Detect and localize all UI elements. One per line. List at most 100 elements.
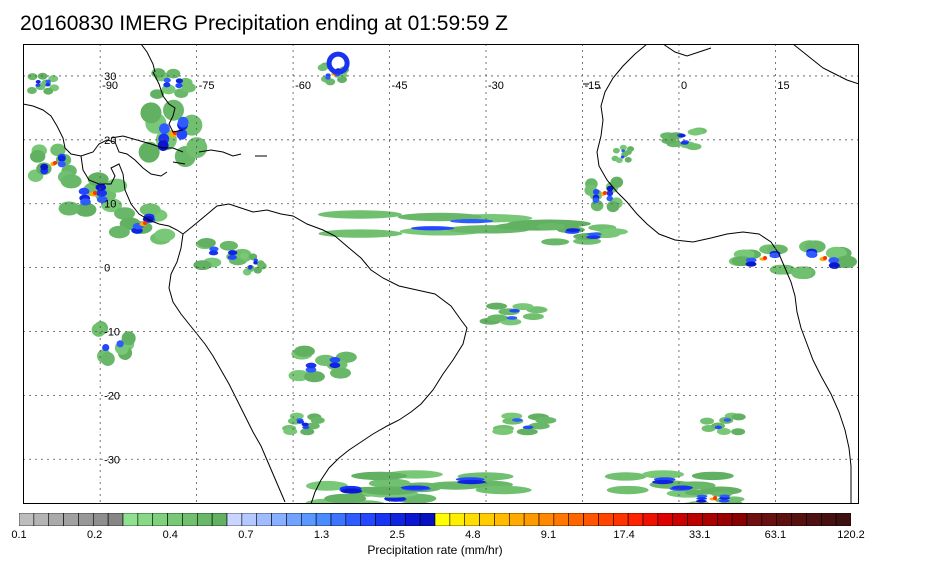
colorbar bbox=[19, 513, 851, 526]
precip-cell bbox=[763, 256, 767, 260]
colorbar-swatch bbox=[167, 513, 183, 526]
colorbar-swatch bbox=[19, 513, 35, 526]
precip-cell bbox=[590, 199, 604, 212]
precip-cell bbox=[329, 362, 341, 369]
lat-tick-label: -30 bbox=[104, 454, 120, 466]
precip-cell bbox=[303, 371, 325, 383]
precip-cell bbox=[700, 417, 715, 425]
precip-cell bbox=[53, 161, 57, 165]
colorbar-swatch bbox=[657, 513, 674, 526]
precip-cell bbox=[512, 303, 534, 311]
precip-cell bbox=[159, 123, 170, 135]
precip-cell bbox=[400, 485, 430, 490]
precip-cell bbox=[305, 366, 317, 373]
colorbar-swatch bbox=[196, 513, 213, 526]
precip-cell bbox=[175, 83, 183, 89]
precip-cell bbox=[305, 362, 317, 369]
precip-cell bbox=[197, 237, 216, 248]
colorbar-swatch bbox=[553, 513, 570, 526]
precip-cell bbox=[96, 189, 108, 197]
precip-cell bbox=[586, 235, 601, 240]
precip-cell bbox=[143, 221, 147, 225]
precip-cell bbox=[91, 322, 106, 337]
precip-cell bbox=[713, 496, 717, 500]
precip-cell bbox=[620, 155, 625, 159]
precip-cell bbox=[671, 485, 693, 490]
precip-cell bbox=[181, 82, 196, 93]
colorbar-swatch bbox=[315, 513, 332, 526]
colorbar-label: 9.1 bbox=[540, 529, 557, 541]
precip-cell bbox=[80, 198, 91, 206]
precip-cell bbox=[318, 229, 403, 238]
precip-cell bbox=[829, 262, 840, 269]
precip-cell bbox=[27, 87, 37, 95]
precip-cell bbox=[410, 226, 455, 231]
precip-cell bbox=[239, 252, 249, 260]
precip-cell bbox=[696, 497, 708, 501]
precip-cell bbox=[565, 228, 581, 232]
lon-tick-label: 0 bbox=[681, 80, 687, 92]
precip-cell bbox=[140, 102, 162, 124]
precip-cell bbox=[60, 174, 82, 189]
precip-cell bbox=[293, 345, 315, 357]
colorbar-swatch bbox=[746, 513, 763, 526]
colorbar-swatch bbox=[92, 513, 109, 526]
lon-tick-label: -30 bbox=[488, 80, 504, 92]
precip-cell bbox=[330, 367, 352, 379]
precip-cell bbox=[677, 133, 686, 138]
colorbar-swatch bbox=[568, 513, 584, 526]
colorbar-swatch bbox=[241, 513, 258, 526]
lon-tick-label: -45 bbox=[392, 80, 408, 92]
colorbar-swatch bbox=[152, 513, 168, 526]
precip-cell bbox=[397, 212, 482, 222]
precip-cell bbox=[450, 218, 494, 224]
precip-cell bbox=[642, 470, 685, 479]
colorbar-title: Precipitation rate (mm/hr) bbox=[367, 543, 503, 557]
precip-cell bbox=[102, 343, 110, 352]
precip-cell bbox=[45, 82, 51, 87]
colorbar-swatch bbox=[330, 513, 347, 526]
precip-cell bbox=[714, 425, 722, 430]
precip-cell bbox=[680, 141, 689, 145]
colorbar-swatch bbox=[211, 513, 228, 526]
colorbar-swatch bbox=[523, 513, 540, 526]
precip-cell bbox=[57, 160, 66, 168]
precip-cell bbox=[686, 143, 702, 151]
precip-cell bbox=[163, 82, 171, 88]
precip-cell bbox=[619, 144, 627, 151]
precip-cell bbox=[227, 250, 238, 256]
colorbar-label: 2.5 bbox=[389, 529, 405, 541]
precip-cell bbox=[35, 79, 41, 84]
precip-cell bbox=[606, 195, 613, 202]
precip-cell bbox=[603, 191, 607, 195]
precip-cell bbox=[599, 228, 628, 236]
colorbar-label: 4.8 bbox=[465, 529, 481, 541]
precip-cell bbox=[516, 428, 538, 436]
precip-cell bbox=[606, 190, 614, 197]
colorbar-swatch bbox=[464, 513, 480, 526]
colorbar-label: 0.2 bbox=[86, 529, 103, 541]
colorbar-swatch bbox=[702, 513, 718, 526]
colorbar-swatch bbox=[345, 513, 362, 526]
precip-cell bbox=[324, 493, 367, 504]
coast-africa bbox=[596, 44, 852, 504]
precip-cell bbox=[621, 149, 625, 153]
precip-cell bbox=[288, 369, 310, 382]
colorbar-label: 33.1 bbox=[689, 529, 711, 541]
precip-cell bbox=[258, 262, 267, 270]
precip-cell bbox=[624, 149, 632, 155]
lat-tick-label: 20 bbox=[104, 135, 116, 147]
precip-cell bbox=[40, 163, 49, 171]
precip-cell bbox=[325, 75, 331, 80]
precip-cell bbox=[351, 471, 408, 481]
precip-cell bbox=[35, 83, 41, 87]
precip-cell bbox=[43, 87, 54, 95]
colorbar-swatch bbox=[835, 513, 851, 526]
precip-cell bbox=[157, 140, 169, 151]
precip-cell bbox=[95, 183, 107, 191]
precip-cell bbox=[699, 486, 742, 495]
colorbar-swatch bbox=[404, 513, 421, 526]
precip-cell bbox=[492, 427, 514, 435]
precip-cell bbox=[248, 265, 253, 269]
lat-tick-label: -20 bbox=[104, 390, 120, 402]
